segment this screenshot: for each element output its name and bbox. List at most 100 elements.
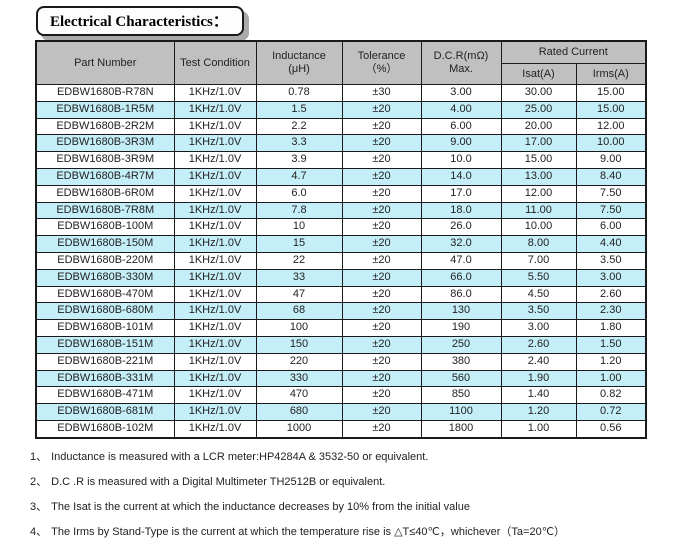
- table-row: EDBW1680B-151M 1KHz/1.0V 150 ±20 250 2.60 1.50: [35, 335, 647, 354]
- cell-irms: 4.40: [575, 235, 647, 253]
- cell-part-number: EDBW1680B-331M: [35, 369, 175, 388]
- table-row: EDBW1680B-2R2M 1KHz/1.0V 2.2 ±20 6.00 20.00 12…: [35, 117, 647, 136]
- cell-dcr-max: 380: [420, 352, 502, 371]
- cell-tolerance: ±20: [341, 419, 422, 439]
- cell-test-condition: 1KHz/1.0V: [173, 218, 257, 237]
- cell-inductance: 680: [255, 403, 343, 421]
- cell-irms: 1.20: [575, 352, 647, 371]
- note-number: 4、: [30, 526, 48, 538]
- cell-tolerance: ±20: [341, 319, 422, 337]
- cell-dcr-max: 47.0: [420, 251, 502, 270]
- cell-inductance: 7.8: [255, 201, 343, 220]
- cell-inductance: 0.78: [255, 84, 343, 102]
- cell-part-number: EDBW1680B-680M: [35, 302, 175, 321]
- cell-isat: 25.00: [500, 100, 577, 119]
- table-row: EDBW1680B-101M 1KHz/1.0V 100 ±20 190 3.00 1.80: [35, 319, 647, 337]
- cell-test-condition: 1KHz/1.0V: [173, 335, 257, 354]
- cell-irms: 15.00: [575, 100, 647, 119]
- note-line-3: 3、 The Isat is the current at which the i…: [30, 498, 565, 514]
- col-header-test-condition: Test Condition: [173, 40, 257, 85]
- cell-test-condition: 1KHz/1.0V: [173, 352, 257, 371]
- cell-tolerance: ±20: [341, 117, 422, 136]
- col-header-dcr-max-label: Max.: [449, 63, 473, 75]
- cell-test-condition: 1KHz/1.0V: [173, 268, 257, 287]
- cell-part-number: EDBW1680B-R78N: [35, 84, 175, 102]
- characteristics-table: Part Number Test Condition Inductance (μ…: [35, 40, 647, 439]
- cell-part-number: EDBW1680B-100M: [35, 218, 175, 237]
- cell-inductance: 22: [255, 251, 343, 270]
- cell-irms: 3.00: [575, 268, 647, 287]
- cell-irms: 0.82: [575, 386, 647, 405]
- col-header-part-number-label: Part Number: [74, 56, 137, 69]
- cell-irms: 0.56: [575, 419, 647, 439]
- cell-inductance: 10: [255, 218, 343, 237]
- cell-irms: 15.00: [575, 84, 647, 102]
- cell-test-condition: 1KHz/1.0V: [173, 151, 257, 169]
- cell-isat: 10.00: [500, 218, 577, 237]
- cell-tolerance: ±30: [341, 84, 422, 102]
- note-number: 3、: [30, 501, 48, 513]
- col-header-tolerance-unit: （%）: [365, 63, 398, 75]
- cell-part-number: EDBW1680B-150M: [35, 235, 175, 253]
- cell-part-number: EDBW1680B-681M: [35, 403, 175, 421]
- table-row: EDBW1680B-471M 1KHz/1.0V 470 ±20 850 1.40 0.82: [35, 386, 647, 405]
- cell-tolerance: ±20: [341, 268, 422, 287]
- cell-test-condition: 1KHz/1.0V: [173, 117, 257, 136]
- cell-dcr-max: 560: [420, 369, 502, 388]
- col-header-rated-current: Rated Current: [500, 40, 647, 64]
- cell-isat: 4.50: [500, 285, 577, 304]
- cell-test-condition: 1KHz/1.0V: [173, 386, 257, 405]
- cell-test-condition: 1KHz/1.0V: [173, 134, 257, 153]
- table-row: EDBW1680B-4R7M 1KHz/1.0V 4.7 ±20 14.0 13.00 8.…: [35, 167, 647, 186]
- cell-test-condition: 1KHz/1.0V: [173, 251, 257, 270]
- col-header-inductance-unit: (μH): [288, 63, 310, 75]
- cell-irms: 9.00: [575, 151, 647, 169]
- col-header-test-condition-label: Test Condition: [180, 56, 250, 69]
- cell-part-number: EDBW1680B-470M: [35, 285, 175, 304]
- col-header-irms: Irms(A): [575, 63, 647, 85]
- cell-isat: 2.40: [500, 352, 577, 371]
- cell-irms: 3.50: [575, 251, 647, 270]
- cell-dcr-max: 14.0: [420, 167, 502, 186]
- note-number: 2、: [30, 476, 48, 488]
- cell-dcr-max: 190: [420, 319, 502, 337]
- cell-test-condition: 1KHz/1.0V: [173, 167, 257, 186]
- cell-part-number: EDBW1680B-7R8M: [35, 201, 175, 220]
- table-row: EDBW1680B-1R5M 1KHz/1.0V 1.5 ±20 4.00 25.00 15…: [35, 100, 647, 119]
- cell-isat: 11.00: [500, 201, 577, 220]
- cell-isat: 3.00: [500, 319, 577, 337]
- cell-inductance: 150: [255, 335, 343, 354]
- cell-test-condition: 1KHz/1.0V: [173, 201, 257, 220]
- cell-irms: 7.50: [575, 184, 647, 203]
- col-header-isat: Isat(A): [500, 63, 577, 85]
- col-header-tolerance: Tolerance （%）: [341, 40, 422, 85]
- table-row: EDBW1680B-3R3M 1KHz/1.0V 3.3 ±20 9.00 17.00 10…: [35, 134, 647, 153]
- cell-irms: 12.00: [575, 117, 647, 136]
- cell-isat: 13.00: [500, 167, 577, 186]
- cell-tolerance: ±20: [341, 218, 422, 237]
- cell-isat: 1.90: [500, 369, 577, 388]
- cell-tolerance: ±20: [341, 285, 422, 304]
- cell-dcr-max: 17.0: [420, 184, 502, 203]
- cell-dcr-max: 66.0: [420, 268, 502, 287]
- cell-isat: 1.40: [500, 386, 577, 405]
- table-row: EDBW1680B-7R8M 1KHz/1.0V 7.8 ±20 18.0 11.00 7.…: [35, 201, 647, 220]
- cell-part-number: EDBW1680B-1R5M: [35, 100, 175, 119]
- cell-test-condition: 1KHz/1.0V: [173, 285, 257, 304]
- cell-tolerance: ±20: [341, 386, 422, 405]
- cell-tolerance: ±20: [341, 369, 422, 388]
- col-header-dcr-label: D.C.R(mΩ): [433, 50, 489, 62]
- cell-irms: 6.00: [575, 218, 647, 237]
- cell-irms: 7.50: [575, 201, 647, 220]
- table-row: EDBW1680B-681M 1KHz/1.0V 680 ±20 1100 1.20 0.7…: [35, 403, 647, 421]
- cell-test-condition: 1KHz/1.0V: [173, 235, 257, 253]
- note-line-1: 1、 Inductance is measured with a LCR mete…: [30, 448, 565, 464]
- cell-inductance: 3.9: [255, 151, 343, 169]
- page-title-text: Electrical Characteristics：: [50, 14, 228, 30]
- cell-part-number: EDBW1680B-221M: [35, 352, 175, 371]
- cell-inductance: 1.5: [255, 100, 343, 119]
- cell-inductance: 470: [255, 386, 343, 405]
- cell-tolerance: ±20: [341, 201, 422, 220]
- cell-tolerance: ±20: [341, 167, 422, 186]
- cell-test-condition: 1KHz/1.0V: [173, 302, 257, 321]
